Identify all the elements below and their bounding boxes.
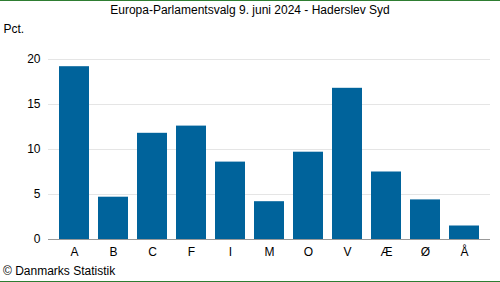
svg-text:Pct.: Pct. [4, 22, 25, 36]
svg-text:B: B [109, 245, 117, 259]
svg-text:15: 15 [27, 97, 41, 111]
svg-text:5: 5 [34, 187, 41, 201]
svg-text:M: M [265, 245, 275, 259]
svg-text:10: 10 [27, 142, 41, 156]
svg-text:Ø: Ø [421, 245, 430, 259]
svg-text:O: O [304, 245, 313, 259]
html-text:Europa-Parlamentsvalg 9. juni: Europa-Parlamentsvalg 9. juni 2024 - Had… [110, 3, 390, 17]
svg-text:0: 0 [34, 232, 41, 246]
svg-text:Æ: Æ [381, 245, 393, 259]
svg-text:Å: Å [460, 244, 468, 259]
svg-text:20: 20 [27, 52, 41, 66]
html-text:© Danmarks Statistik: © Danmarks Statistik [3, 264, 116, 278]
svg-text:V: V [343, 245, 351, 259]
svg-text:A: A [70, 245, 78, 259]
svg-text:F: F [188, 245, 195, 259]
svg-text:C: C [148, 245, 157, 259]
svg-text:I: I [229, 245, 232, 259]
